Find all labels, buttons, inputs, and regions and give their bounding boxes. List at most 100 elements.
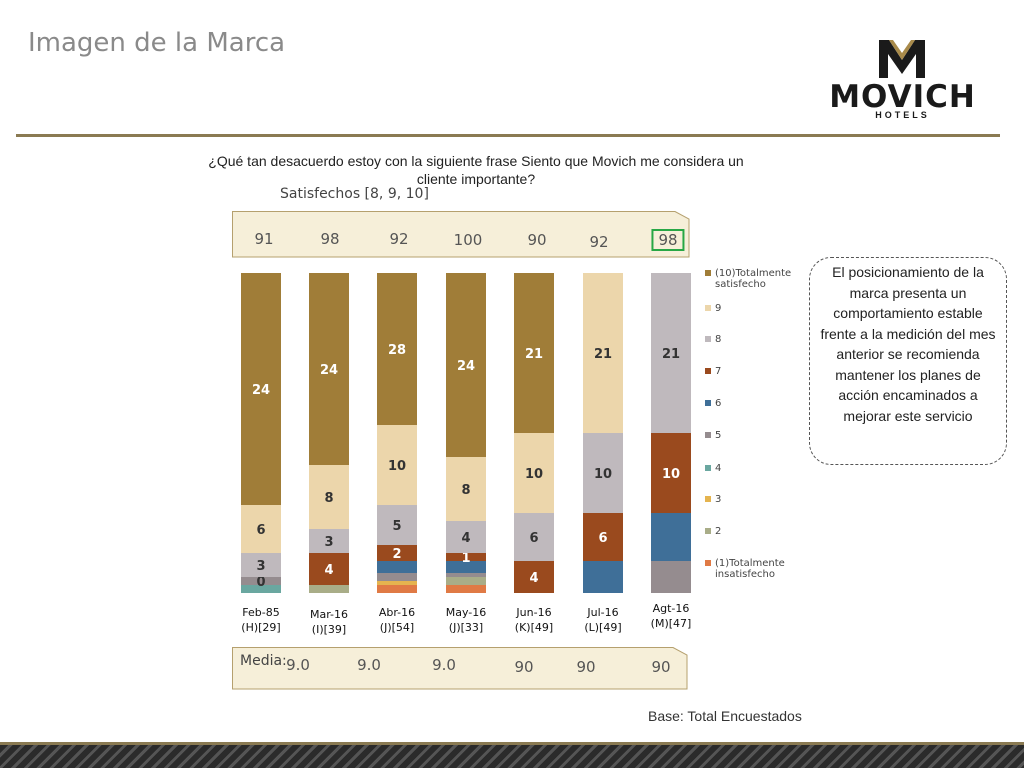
bar-segment-s9-5 <box>583 273 623 433</box>
bar-label-s9-6: 0 <box>666 260 675 275</box>
category-label-2-1: (J)[54] <box>380 621 414 634</box>
bar-label-s10-4: 21 <box>525 347 543 362</box>
bar-label-s10-1: 24 <box>320 363 338 378</box>
bar-label-s8-6: 21 <box>662 347 680 362</box>
bar-label-s7-1: 4 <box>324 563 333 578</box>
legend-label: 6 <box>715 398 722 409</box>
legend-label: 9 <box>715 303 722 314</box>
bar-segment-s1-2 <box>377 585 417 593</box>
category-label-5-1: (L)[49] <box>584 621 621 634</box>
category-label-4-1: (K)[49] <box>515 621 553 634</box>
legend-label: 3 <box>715 494 722 505</box>
legend-swatch <box>705 270 711 276</box>
category-label-0-0: Feb-85 <box>242 606 279 619</box>
bar-segment-s2-1 <box>309 585 349 593</box>
legend-label: 8 <box>715 334 722 345</box>
bar-label-s9-2: 10 <box>388 459 406 474</box>
bar-segment-s4-0 <box>241 585 281 593</box>
legend-item-6: 4 <box>705 463 805 474</box>
bar-label-s8-3: 4 <box>461 531 470 546</box>
satisfechos-value-0: 91 <box>254 230 274 248</box>
satisfechos-value-2: 92 <box>389 230 409 248</box>
legend-swatch <box>705 432 711 438</box>
bar-label-s8-5: 10 <box>594 467 612 482</box>
bar-label-s10-5: 0 <box>598 260 607 275</box>
bar-label-s10-3: 24 <box>457 359 475 374</box>
bar-label-s8-1: 3 <box>324 535 333 550</box>
legend-swatch <box>705 528 711 534</box>
media-value-3: 90 <box>514 658 534 676</box>
bar-segment-s2-3 <box>446 577 486 585</box>
bar-label-s8-0: 3 <box>256 559 265 574</box>
bar-label-s9-3: 8 <box>461 483 470 498</box>
category-label-0-1: (H)[29] <box>241 621 280 634</box>
legend-item-4: 6 <box>705 398 805 409</box>
bar-segment-s10-4 <box>514 273 554 433</box>
bar-label-s9-5: 21 <box>594 347 612 362</box>
legend-label: (1)Totalmente insatisfecho <box>715 558 785 580</box>
category-label-1-1: (I)[39] <box>312 623 346 636</box>
bar-segment-s6-6 <box>651 513 691 561</box>
bar-segment-s10-2 <box>377 273 417 425</box>
legend-label: 2 <box>715 526 722 537</box>
bar-label-s8-4: 6 <box>529 531 538 546</box>
legend-swatch <box>705 465 711 471</box>
legend-swatch <box>705 496 711 502</box>
bar-label-s5-0: 0 <box>256 575 265 590</box>
bar-label-s7-5: 6 <box>598 531 607 546</box>
bar-label-s8-2: 5 <box>392 519 401 534</box>
bar-segment-s7-4 <box>514 561 554 593</box>
bar-segment-s3-2 <box>377 581 417 585</box>
bar-segment-s9-0 <box>241 505 281 553</box>
category-label-6-0: Agt-16 <box>653 602 690 615</box>
footer-pattern <box>0 745 1024 768</box>
bar-segment-s6-5 <box>583 561 623 593</box>
category-label-3-1: (J)[33] <box>449 621 483 634</box>
bar-label-s10-0: 24 <box>252 383 270 398</box>
media-value-5: 90 <box>651 658 671 676</box>
insight-note: El posicionamiento de la marca presenta … <box>809 257 1007 465</box>
movich-logo-mark-icon <box>879 40 925 78</box>
bar-segment-s8-2 <box>377 505 417 545</box>
logo-word: MOVICH <box>829 79 976 115</box>
page-title: Imagen de la Marca <box>28 28 286 58</box>
legend-item-8: 2 <box>705 526 805 537</box>
bar-segment-s7-3 <box>446 553 486 561</box>
satisfechos-value-1: 98 <box>320 230 340 248</box>
category-label-6-1: (M)[47] <box>651 617 692 630</box>
bar-segment-s7-2 <box>377 545 417 561</box>
media-value-0: 9.0 <box>286 656 310 674</box>
legend-item-1: 9 <box>705 303 805 314</box>
logo-subtitle: HOTELS <box>875 110 930 120</box>
bar-label-s7-4: 4 <box>529 571 538 586</box>
category-label-5-0: Jul-16 <box>586 606 618 619</box>
satisfechos-value-4: 90 <box>527 231 547 249</box>
bar-segment-s7-1 <box>309 553 349 585</box>
satisfechos-label: Satisfechos [8, 9, 10] <box>280 186 429 202</box>
bar-segment-s8-5 <box>583 433 623 513</box>
media-label: Media: <box>240 653 287 669</box>
bar-segment-s8-6 <box>651 273 691 433</box>
bar-segment-s8-0 <box>241 553 281 577</box>
legend-swatch <box>705 560 711 566</box>
bar-label-s7-3: 1 <box>461 551 470 566</box>
bar-label-s9-1: 8 <box>324 491 333 506</box>
legend-item-7: 3 <box>705 494 805 505</box>
bar-segment-s10-1 <box>309 273 349 465</box>
category-label-4-0: Jun-16 <box>515 606 551 619</box>
category-label-1-0: Mar-16 <box>310 608 348 621</box>
media-value-2: 9.0 <box>432 656 456 674</box>
legend-swatch <box>705 336 711 342</box>
legend-label: 7 <box>715 366 722 377</box>
satisfechos-value-5: 92 <box>589 233 609 251</box>
bar-segment-s8-4 <box>514 513 554 561</box>
movich-logo: MOVICH HOTELS <box>815 38 990 123</box>
bar-segment-s5-2 <box>377 573 417 581</box>
media-value-1: 9.0 <box>357 656 381 674</box>
bar-segment-s9-4 <box>514 433 554 513</box>
legend-item-0: (10)Totalmente satisfecho <box>705 268 805 290</box>
legend-label: 4 <box>715 463 722 474</box>
bar-segment-s7-5 <box>583 513 623 561</box>
category-label-2-0: Abr-16 <box>379 606 415 619</box>
